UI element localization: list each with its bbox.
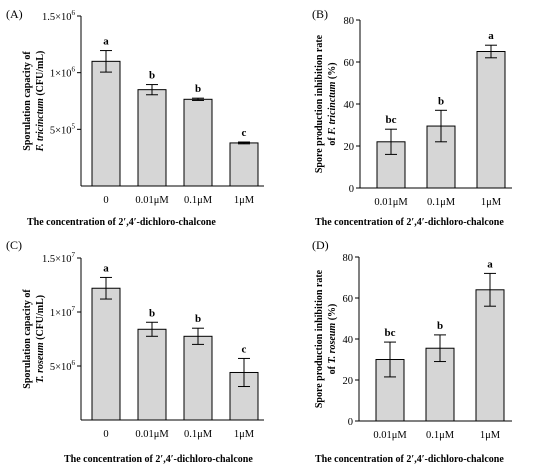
x-axis-title: The concentration of 2′,4′-dichloro-chal… [64, 454, 253, 465]
bar [137, 89, 167, 187]
x-tick-label: 0.01μM [373, 430, 407, 441]
significance-label: c [242, 127, 247, 139]
y-tick-label: 0 [349, 184, 354, 195]
y-tick-exponent: 7 [72, 305, 76, 313]
y-axis-title-line1: Sporulation capacity of [22, 51, 33, 151]
y-tick-label: 1.5×106 [42, 9, 76, 23]
y-axis-title: Sporulation capacity of F. tricinctum (CF… [22, 51, 46, 153]
y-axis-title-unit: (%) [327, 304, 338, 323]
y-tick-label: 60 [343, 294, 354, 305]
y-axis-title-species: F. tricinctum [327, 81, 338, 135]
y-tick-label: 20 [344, 142, 355, 153]
y-tick-exponent: 5 [72, 122, 76, 130]
significance-label: bc [385, 327, 396, 339]
y-tick-label: 60 [344, 58, 355, 69]
y-tick-exponent: 6 [72, 66, 76, 74]
x-axis-title: The concentration of 2′,4′-dichloro-chal… [27, 217, 216, 228]
bar [476, 51, 506, 189]
chart-panel-1: (B) 0 20 40 60 80 bc 0.01μM b 0.1μM a 1μM Spore prod… [312, 7, 512, 228]
y-axis-title-prefix: of [327, 135, 338, 146]
y-axis-title-prefix: of [327, 364, 338, 375]
x-axis-title: The concentration of 2′,4′-dichloro-chal… [315, 217, 504, 228]
x-tick-label: 0 [103, 195, 108, 206]
x-tick-label: 0.01μM [135, 429, 169, 440]
significance-label: b [149, 70, 155, 82]
x-tick-label: 0 [103, 429, 108, 440]
x-axis-title: The concentration of 2′,4′-dichloro-chal… [315, 454, 504, 465]
significance-label: a [488, 30, 494, 42]
y-tick-exponent: 6 [72, 9, 76, 17]
y-axis-title-line1: Spore production inhibition rate [314, 269, 325, 408]
x-tick-label: 0.01μM [374, 197, 408, 208]
bar [137, 328, 167, 421]
chart-panel-3: (D) 0 20 40 60 80 bc 0.01μM b 0.1μM a 1μM Spore prod… [312, 238, 512, 465]
y-tick-label: 1×106 [50, 66, 76, 80]
y-tick-label: 40 [343, 335, 354, 346]
bar [229, 142, 259, 187]
panel-label: (C) [6, 238, 22, 252]
y-tick-mantissa: 1.5×10 [42, 12, 72, 23]
bar [91, 287, 121, 421]
bar [475, 289, 505, 422]
y-tick-exponent: 6 [72, 359, 76, 367]
significance-label: b [195, 83, 201, 95]
y-tick-mantissa: 5×10 [50, 125, 72, 136]
chart-panel-2: (C)5×1061×1071.5×107a0b0.01μMb0.1μMc1μMS… [6, 238, 264, 465]
y-tick-label: 80 [344, 16, 355, 27]
significance-label: bc [386, 114, 397, 126]
y-axis-title: Spore production inhibition rate of T. ro… [314, 269, 338, 408]
bar [91, 60, 121, 187]
x-tick-label: 1μM [480, 430, 501, 441]
y-tick-label: 80 [343, 253, 354, 264]
y-axis-title-species: T. roseum [327, 323, 338, 364]
y-tick-exponent: 7 [72, 251, 76, 259]
x-tick-label: 0.1μM [184, 195, 213, 206]
x-tick-label: 0.1μM [427, 197, 456, 208]
x-tick-label: 0.01μM [135, 195, 169, 206]
significance-label: c [242, 343, 247, 355]
y-tick-label: 40 [344, 100, 355, 111]
bar [183, 335, 213, 421]
y-tick-mantissa: 1.5×10 [42, 254, 72, 265]
y-axis-title-species: T. roseum [35, 342, 46, 383]
panel-label: (A) [6, 7, 23, 21]
significance-label: a [103, 262, 109, 274]
y-tick-label: 1.5×107 [42, 251, 76, 265]
bar [183, 98, 213, 187]
y-tick-mantissa: 1×10 [50, 69, 72, 80]
significance-label: b [195, 313, 201, 325]
significance-label: b [149, 307, 155, 319]
significance-label: b [437, 320, 443, 332]
x-tick-label: 0.1μM [426, 430, 455, 441]
y-axis-title-unit: (CFU/mL) [35, 295, 46, 343]
y-axis-title: Sporulation capacity of T. roseum (CFU/mL… [22, 289, 46, 389]
y-axis-title: Spore production inhibition rate of F. tr… [314, 34, 338, 173]
significance-label: b [438, 95, 444, 107]
y-tick-label: 1×107 [50, 305, 76, 319]
y-tick-mantissa: 5×10 [50, 362, 72, 373]
x-tick-label: 0.1μM [184, 429, 213, 440]
y-tick-label: 5×106 [50, 359, 76, 373]
x-tick-label: 1μM [234, 195, 255, 206]
x-tick-label: 1μM [234, 429, 255, 440]
y-tick-label: 20 [343, 376, 354, 387]
y-tick-label: 0 [348, 417, 353, 428]
y-tick-label: 5×105 [50, 122, 76, 136]
x-tick-label: 1μM [481, 197, 502, 208]
panel-label: (D) [312, 238, 329, 252]
panel-label: (B) [312, 7, 328, 21]
y-axis-title-unit: (CFU/mL) [35, 51, 46, 99]
chart-panel-0: (A)5×1051×1061.5×106a0b0.01μMb0.1μMc1μMS… [6, 7, 264, 228]
y-axis-title-species: F. tricinctum [35, 98, 46, 152]
significance-label: a [487, 258, 493, 270]
significance-label: a [103, 36, 109, 48]
y-axis-title-line1: Spore production inhibition rate [314, 34, 325, 173]
y-axis-title-unit: (%) [327, 62, 338, 81]
y-axis-title-line1: Sporulation capacity of [22, 289, 33, 389]
y-tick-mantissa: 1×10 [50, 308, 72, 319]
